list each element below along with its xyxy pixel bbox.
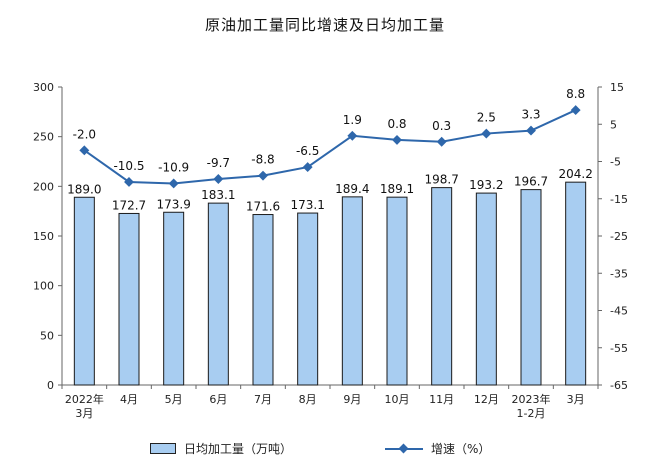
bar [341, 196, 363, 386]
legend-line-swatch [385, 443, 423, 454]
line-point [124, 177, 134, 187]
legend-bar-label: 日均加工量（万吨） [184, 442, 293, 456]
line-value-label: -6.5 [296, 144, 319, 158]
legend: 日均加工量（万吨） 增速（%） [0, 440, 650, 464]
line-value-label: 0.3 [432, 119, 451, 133]
x-tick-label: 10月 [385, 393, 410, 406]
bar-value-label: 173.1 [290, 198, 324, 212]
line-value-label: 1.9 [343, 113, 362, 127]
y-right-tick-label: -35 [610, 267, 628, 280]
y-right-tick-label: -55 [610, 342, 628, 355]
bar-value-label: 171.6 [246, 200, 280, 214]
line-point [213, 174, 224, 184]
bar [73, 196, 95, 386]
y-left-tick-label: 50 [40, 329, 54, 342]
bar-value-label: 189.1 [380, 182, 414, 196]
bar [252, 214, 274, 386]
bar-value-label: 173.9 [156, 197, 190, 211]
line-point [392, 134, 402, 145]
y-left-tick-label: 150 [33, 230, 54, 243]
line-value-label: 2.5 [477, 111, 496, 125]
bar-value-label: 198.7 [424, 173, 458, 187]
line-point [302, 162, 313, 173]
chart-title: 原油加工量同比增速及日均加工量 [204, 16, 445, 34]
line-value-label: -2.0 [73, 127, 96, 141]
x-tick-label: 2022年 [65, 392, 104, 406]
bar-value-label: 193.2 [469, 178, 503, 192]
growth-line [83, 109, 577, 185]
legend-item-line: 增速（%） [385, 440, 490, 457]
line-value-label: 0.8 [387, 117, 406, 131]
x-tick-label: 9月 [343, 393, 361, 406]
line-value-label: 8.8 [566, 87, 585, 101]
y-right-tick-label: -5 [610, 156, 621, 169]
y-left-tick-label: 200 [33, 180, 54, 193]
chart-plot: 050100150200250300-65-55-45-35-25-15-551… [33, 81, 628, 420]
line-value-label: -10.9 [158, 160, 189, 174]
y-left-tick-label: 100 [33, 280, 54, 293]
y-left-tick-label: 300 [33, 81, 54, 94]
y-left-tick-label: 250 [33, 131, 54, 144]
x-tick-label-line2: 1-2月 [517, 407, 546, 420]
line-point [168, 178, 179, 189]
bar-value-label: 189.0 [67, 182, 101, 196]
y-right-tick-label: 15 [610, 81, 624, 94]
line-value-label: -9.7 [207, 156, 230, 170]
line-point [570, 105, 581, 116]
x-tick-label: 11月 [429, 393, 454, 406]
y-right-tick-label: -65 [610, 379, 628, 392]
x-tick-label: 12月 [474, 393, 499, 406]
line-value-label: -8.8 [251, 153, 274, 167]
bar-value-label: 204.2 [558, 167, 592, 181]
x-tick-label: 6月 [209, 393, 227, 406]
y-right-tick-label: -15 [610, 193, 628, 206]
bar [207, 202, 229, 386]
line-point [526, 125, 536, 136]
line-value-label: 3.3 [521, 108, 540, 122]
line-point [347, 130, 358, 141]
bar-value-label: 189.4 [335, 182, 369, 196]
bar [520, 189, 542, 386]
line-point [258, 170, 268, 181]
bar [565, 181, 587, 386]
x-tick-label-line2: 3月 [75, 407, 93, 420]
x-tick-label: 2023年 [512, 392, 551, 406]
line-point [481, 128, 492, 139]
line-point [79, 145, 90, 156]
x-tick-label: 5月 [165, 393, 183, 406]
x-tick-label: 8月 [299, 393, 317, 406]
bar [431, 187, 453, 386]
bar [386, 196, 408, 386]
legend-bar-swatch [150, 443, 176, 454]
bar [163, 211, 185, 386]
legend-item-bar: 日均加工量（万吨） [150, 440, 292, 457]
x-tick-label: 4月 [120, 393, 138, 406]
y-right-tick-label: -45 [610, 305, 628, 318]
bar-value-label: 172.7 [112, 198, 146, 212]
line-value-label: -10.5 [113, 159, 144, 173]
legend-line-label: 增速（%） [431, 442, 491, 456]
bar [475, 192, 497, 386]
line-point [436, 136, 447, 147]
y-right-tick-label: 5 [610, 118, 617, 131]
y-right-tick-label: -25 [610, 230, 628, 243]
bar-value-label: 183.1 [201, 188, 235, 202]
x-tick-label: 3月 [567, 393, 585, 406]
bar [118, 212, 140, 386]
bar-value-label: 196.7 [514, 175, 548, 189]
bar [297, 212, 319, 386]
x-tick-label: 7月 [254, 393, 272, 406]
y-left-tick-label: 0 [47, 379, 54, 392]
